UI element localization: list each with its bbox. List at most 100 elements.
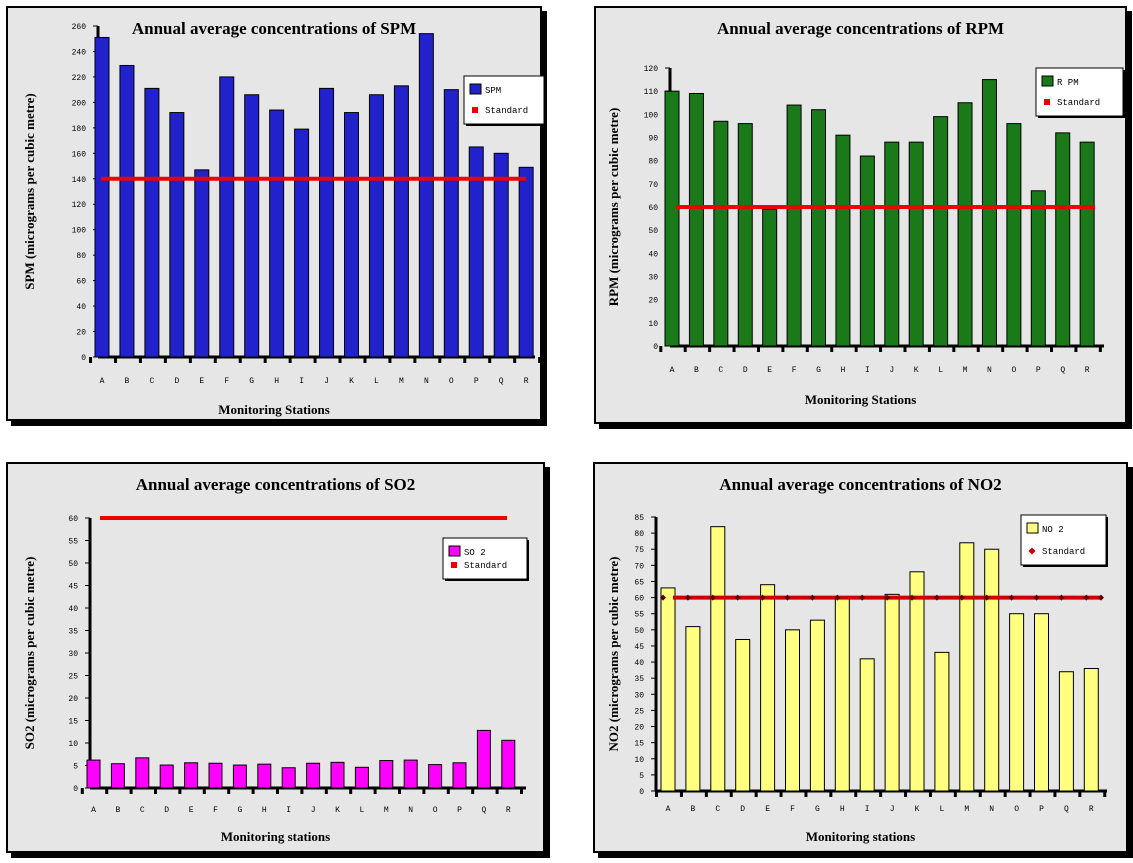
bar-Q [493, 152, 509, 358]
x-axis-label: Monitoring Stations [218, 402, 330, 417]
x-tick-label: B [694, 366, 699, 375]
y-tick-label: 25 [68, 673, 78, 682]
x-tick-label: O [433, 806, 438, 815]
standard-marker [884, 594, 891, 601]
x-tick-label: I [286, 806, 291, 815]
x-tick-label: C [140, 806, 145, 815]
x-tick-label: F [790, 805, 795, 814]
y-tick-label: 45 [68, 583, 78, 592]
x-tick-label: K [914, 366, 919, 375]
legend-label: Standard [1042, 547, 1085, 557]
y-tick-label: 20 [634, 724, 644, 733]
y-tick-label: 50 [68, 560, 78, 569]
x-tick-label: M [399, 377, 404, 386]
x-tick-label: D [174, 377, 179, 386]
bar-O [428, 764, 443, 789]
bar-P [1034, 613, 1049, 792]
x-tick-label: G [249, 377, 254, 386]
bar-H [835, 134, 851, 347]
standard-marker [660, 594, 666, 601]
x-tick-label: G [237, 806, 242, 815]
bar-J [319, 87, 335, 358]
standard-marker [859, 594, 866, 601]
bar-I [281, 767, 296, 789]
y-tick-label: 10 [68, 740, 78, 749]
no2-chart: Annual average concentrations of NO2 0 5 10… [593, 462, 1133, 858]
x-axis-label: Monitoring Stations [805, 392, 917, 407]
bar-I [294, 128, 310, 358]
bar-G [811, 109, 827, 347]
legend-label: NO 2 [1042, 525, 1064, 535]
standard-marker [759, 594, 766, 601]
bar-D [735, 638, 751, 792]
y-tick-label: 60 [76, 278, 86, 287]
x-tick-label: I [865, 805, 870, 814]
bar-N [981, 79, 997, 347]
x-tick-label: N [408, 806, 413, 815]
bar-F [208, 762, 223, 789]
bar-F [786, 104, 802, 347]
bar-C [713, 120, 729, 347]
x-tick-label: G [816, 366, 821, 375]
legend-label: SO 2 [464, 548, 486, 558]
x-tick-label: B [115, 806, 120, 815]
bar-G [809, 619, 825, 792]
x-tick-label: K [335, 806, 340, 815]
x-tick-label: J [324, 377, 329, 386]
x-tick-label: J [889, 366, 894, 375]
bar-R [1079, 141, 1095, 347]
x-tick-label: A [91, 806, 96, 815]
x-tick-label: H [840, 805, 845, 814]
y-tick-label: 220 [72, 74, 87, 83]
x-tick-label: E [767, 366, 772, 375]
bar-B [119, 64, 135, 358]
x-tick-label: L [359, 806, 364, 815]
y-tick-label: 10 [648, 320, 658, 329]
rpm-chart: Annual average concentrations of RPM 0 10 2… [594, 6, 1132, 429]
bar-J [306, 762, 321, 789]
bar-Q [476, 729, 491, 789]
bar-R [501, 739, 516, 789]
y-tick-label: 80 [634, 530, 644, 539]
y-tick-label: 120 [644, 65, 659, 74]
x-tick-label: N [989, 805, 994, 814]
x-tick-label: C [718, 366, 723, 375]
bar-C [710, 526, 726, 792]
bar-N [984, 548, 1000, 792]
so2-chart-panel: Annual average concentrations of SO2 0 5 10… [6, 462, 550, 858]
x-tick-label: O [1011, 366, 1016, 375]
bar-B [110, 763, 125, 789]
y-tick-label: 65 [634, 578, 644, 587]
x-tick-label: M [384, 806, 389, 815]
y-tick-label: 140 [72, 176, 87, 185]
x-tick-label: J [311, 806, 316, 815]
bar-P [452, 762, 467, 789]
bar-O [1006, 123, 1022, 347]
x-tick-label: E [765, 805, 770, 814]
standard-marker [1083, 594, 1090, 601]
legend-label: SPM [485, 86, 501, 96]
y-tick-label: 5 [73, 763, 78, 772]
chart-title: Annual average concentrations of RPM [717, 19, 1004, 38]
bar-G [244, 94, 260, 358]
bar-F [219, 76, 235, 358]
x-tick-label: Q [499, 377, 504, 386]
legend-swatch-standard [472, 107, 478, 113]
standard-marker [1008, 594, 1015, 601]
bar-E [184, 762, 199, 789]
x-tick-label: R [524, 377, 529, 386]
y-tick-label: 100 [72, 227, 87, 236]
legend-swatch-standard [1044, 99, 1050, 105]
bar-K [330, 761, 345, 789]
bar-C [135, 757, 150, 789]
x-tick-label: Q [481, 806, 486, 815]
chart-title: Annual average concentrations of NO2 [719, 475, 1001, 494]
standard-marker [1058, 594, 1065, 601]
bar-F [785, 629, 800, 792]
standard-marker [958, 594, 965, 601]
standard-marker [809, 594, 816, 601]
bar-D [159, 764, 174, 789]
y-tick-label: 40 [634, 659, 644, 668]
y-tick-label: 110 [644, 88, 659, 97]
legend-swatch-standard [451, 562, 457, 568]
